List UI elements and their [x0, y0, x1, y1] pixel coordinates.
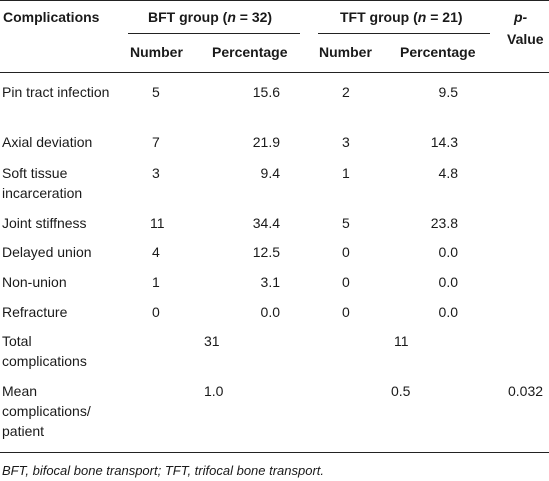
header-bft-group: BFT group (n = 32) [148, 7, 272, 27]
row-bft-percentage: 12.5 [252, 244, 280, 260]
row-label-mean-complications: Mean complications/ patient [2, 383, 91, 439]
row-bft-percentage: 21.9 [252, 134, 280, 150]
row-tft-percentage: 4.8 [438, 165, 458, 181]
row-bft-percentage: 9.4 [260, 165, 280, 181]
row-tft-number: 0 [342, 304, 350, 320]
header-bottom-rule [0, 72, 549, 73]
row-tft-number: 0 [342, 244, 350, 260]
row-tft-percentage: 0.0 [438, 244, 458, 260]
row-bft-percentage: 0.0 [260, 304, 280, 320]
row-tft-percentage: 0.0 [438, 274, 458, 290]
header-p-value-bottom: Value [507, 31, 544, 47]
row-bft-total: 31 [204, 333, 220, 349]
row-p-value: 0.032 [508, 383, 544, 399]
row-tft-number: 1 [342, 165, 350, 181]
row-bft-number: 3 [152, 165, 160, 181]
row-bft-number: 11 [150, 215, 165, 231]
header-bft-percentage: Percentage [212, 44, 288, 60]
p-value-italic: p- [514, 9, 528, 25]
row-bft-number: 4 [152, 244, 160, 260]
tft-group-suffix: = 21) [426, 9, 463, 25]
header-bft-number: Number [130, 44, 183, 60]
row-bft-number: 1 [152, 274, 160, 290]
row-bft-mean: 1.0 [204, 383, 224, 399]
row-label-refracture: Refracture [2, 304, 68, 320]
row-tft-number: 3 [342, 134, 350, 150]
row-bft-number: 0 [152, 304, 160, 320]
row-label-delayed-union: Delayed union [2, 244, 92, 260]
row-label-axial-deviation: Axial deviation [2, 134, 93, 150]
table-footnote: BFT, bifocal bone transport; TFT, trifoc… [2, 463, 325, 478]
row-tft-number: 0 [342, 274, 350, 290]
row-tft-mean: 0.5 [391, 383, 411, 399]
row-tft-percentage: 14.3 [430, 134, 458, 150]
bft-group-prefix: BFT group ( [148, 9, 228, 25]
tft-group-prefix: TFT group ( [340, 9, 418, 25]
row-bft-percentage: 15.6 [252, 84, 280, 100]
header-tft-percentage: Percentage [400, 44, 476, 60]
row-bft-percentage: 34.4 [252, 215, 280, 231]
header-complications: Complications [3, 9, 100, 25]
bft-group-n: n [227, 9, 236, 25]
row-tft-number: 5 [342, 215, 350, 231]
table-top-rule [0, 0, 549, 1]
row-tft-percentage: 23.8 [430, 215, 458, 231]
header-tft-group: TFT group (n = 21) [340, 7, 463, 27]
row-tft-total: 11 [394, 333, 409, 349]
bft-group-suffix: = 32) [235, 9, 273, 25]
row-label-non-union: Non-union [2, 274, 67, 290]
row-label-pin-tract: Pin tract infection [2, 84, 110, 100]
header-tft-number: Number [319, 44, 372, 60]
row-tft-number: 2 [342, 84, 350, 100]
tft-group-underline [318, 33, 490, 34]
row-tft-percentage: 0.0 [438, 304, 458, 320]
header-p-value-top: p- [514, 7, 527, 27]
table-bottom-rule [0, 452, 549, 453]
row-bft-number: 5 [152, 84, 160, 100]
row-tft-percentage: 9.5 [438, 84, 458, 100]
row-bft-percentage: 3.1 [260, 274, 280, 290]
tft-group-n: n [417, 9, 427, 25]
row-bft-number: 7 [152, 134, 160, 150]
row-label-total-complications: Total complications [2, 333, 87, 369]
row-label-joint-stiffness: Joint stiffness [2, 215, 87, 231]
row-label-soft-tissue: Soft tissue incarceration [2, 165, 83, 201]
bft-group-underline [128, 33, 300, 34]
